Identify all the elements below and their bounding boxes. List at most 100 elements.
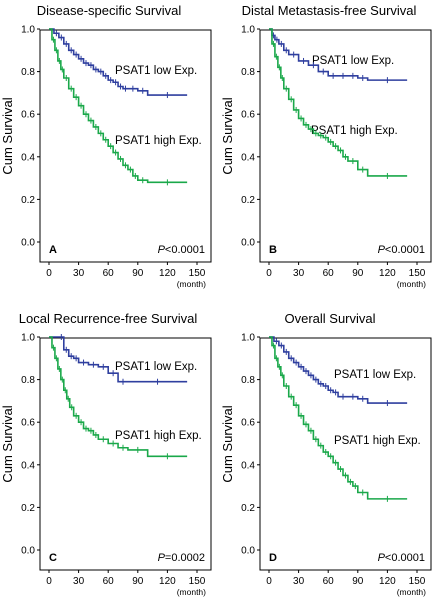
x-axis-unit-label: (month) [397,587,426,597]
y-tick-label: 0.8 [21,67,35,78]
x-tick-label: 120 [159,576,176,587]
x-tick-label: 0 [46,268,52,279]
p-value-symbol: P [158,552,166,564]
x-axis-unit-label: (month) [397,279,426,289]
y-tick-label: 0.4 [21,460,35,471]
panel-letter: C [49,552,57,564]
x-tick-label: 150 [189,268,206,279]
y-tick-label: 0.6 [241,110,255,121]
p-value-symbol: P [378,244,386,256]
y-tick-label: 0.2 [21,503,35,514]
x-tick-label: 0 [46,576,52,587]
km-curve-high-expression [49,336,188,458]
y-axis-label: Cum Survival [220,97,235,174]
km-curve-low-expression [269,336,408,404]
km-curve-high-expression [269,28,408,177]
x-tick-label: 60 [323,268,335,279]
y-tick-label: 0.2 [241,195,255,206]
series-label-high: PSAT1 high Exp. [334,435,421,447]
panel-local-recurrence-free-survival: Local Recurrence-free Survival Cum Survi… [0,311,212,597]
panel-letter: B [269,244,277,256]
x-tick-label: 120 [379,268,396,279]
y-axis-label: Cum Survival [0,405,15,482]
x-tick-label: 30 [73,576,85,587]
x-tick-label: 150 [409,576,426,587]
panel-title: Overall Survival [284,311,375,326]
y-tick-label: 0.8 [241,67,255,78]
panel-distal-metastasis-free-survival: Distal Metastasis-free Survival Cum Surv… [220,3,432,289]
x-tick-label: 90 [352,268,364,279]
x-tick-label: 0 [266,576,272,587]
p-value-number: =0.0002 [165,552,205,564]
panel-letter: A [49,244,57,256]
km-curve-low-expression [49,28,188,96]
x-tick-label: 90 [132,576,144,587]
plot-frame [259,29,432,263]
y-tick-label: 1.0 [21,333,35,344]
y-tick-label: 0.8 [241,375,255,386]
x-tick-label: 150 [409,268,426,279]
x-tick-label: 120 [379,576,396,587]
p-value-symbol: P [378,552,386,564]
km-curve-high-expression [49,28,188,184]
p-value: P<0.0001 [158,244,205,256]
y-tick-label: 0.0 [21,238,35,249]
x-tick-label: 0 [266,268,272,279]
series-label-high: PSAT1 high Exp. [115,430,202,442]
panel-title: Distal Metastasis-free Survival [242,3,417,18]
panel-title: Local Recurrence-free Survival [19,311,198,326]
y-tick-label: 0.4 [241,460,255,471]
series-label-low: PSAT1 low Exp. [115,65,197,77]
plot-frame [259,337,432,571]
y-tick-label: 0.2 [21,195,35,206]
p-value: P<0.0001 [378,552,425,564]
series-label-low: PSAT1 low Exp. [312,55,394,67]
p-value-number: <0.0001 [385,244,425,256]
x-tick-label: 30 [293,268,305,279]
y-tick-label: 0.0 [241,546,255,557]
p-value-number: <0.0001 [385,552,425,564]
y-tick-label: 1.0 [241,25,255,36]
y-tick-label: 0.2 [241,503,255,514]
km-curve-low-expression [49,336,188,383]
x-tick-label: 90 [132,268,144,279]
plot-frame [39,337,212,571]
y-tick-label: 1.0 [21,25,35,36]
km-curve-high-expression [269,336,408,500]
y-tick-label: 1.0 [241,333,255,344]
x-axis-unit-label: (month) [177,587,206,597]
y-tick-label: 0.0 [241,238,255,249]
panel-letter: D [269,552,277,564]
y-tick-label: 0.6 [241,418,255,429]
series-label-high: PSAT1 high Exp. [311,125,398,137]
x-tick-label: 60 [103,268,115,279]
x-tick-label: 120 [159,268,176,279]
p-value-symbol: P [158,244,166,256]
panel-title: Disease-specific Survival [37,3,182,18]
series-label-low: PSAT1 low Exp. [115,361,197,373]
plot-frame [39,29,212,263]
y-tick-label: 0.8 [21,375,35,386]
p-value: P=0.0002 [158,552,205,564]
y-axis-label: Cum Survival [220,405,235,482]
x-tick-label: 90 [352,576,364,587]
x-tick-label: 150 [189,576,206,587]
x-axis-unit-label: (month) [177,279,206,289]
x-tick-label: 60 [323,576,335,587]
p-value: P<0.0001 [378,244,425,256]
panel-disease-specific-survival: Disease-specific Survival Cum Survival (… [0,3,212,289]
x-tick-label: 30 [73,268,85,279]
p-value-number: <0.0001 [165,244,205,256]
y-tick-label: 0.4 [21,152,35,163]
y-tick-label: 0.6 [21,418,35,429]
y-tick-label: 0.4 [241,152,255,163]
series-label-high: PSAT1 high Exp. [115,135,202,147]
x-tick-label: 60 [103,576,115,587]
y-tick-label: 0.6 [21,110,35,121]
series-label-low: PSAT1 low Exp. [334,369,416,381]
panel-overall-survival: Overall Survival Cum Survival (month) D … [220,311,432,597]
y-tick-label: 0.0 [21,546,35,557]
y-axis-label: Cum Survival [0,97,15,174]
x-tick-label: 30 [293,576,305,587]
